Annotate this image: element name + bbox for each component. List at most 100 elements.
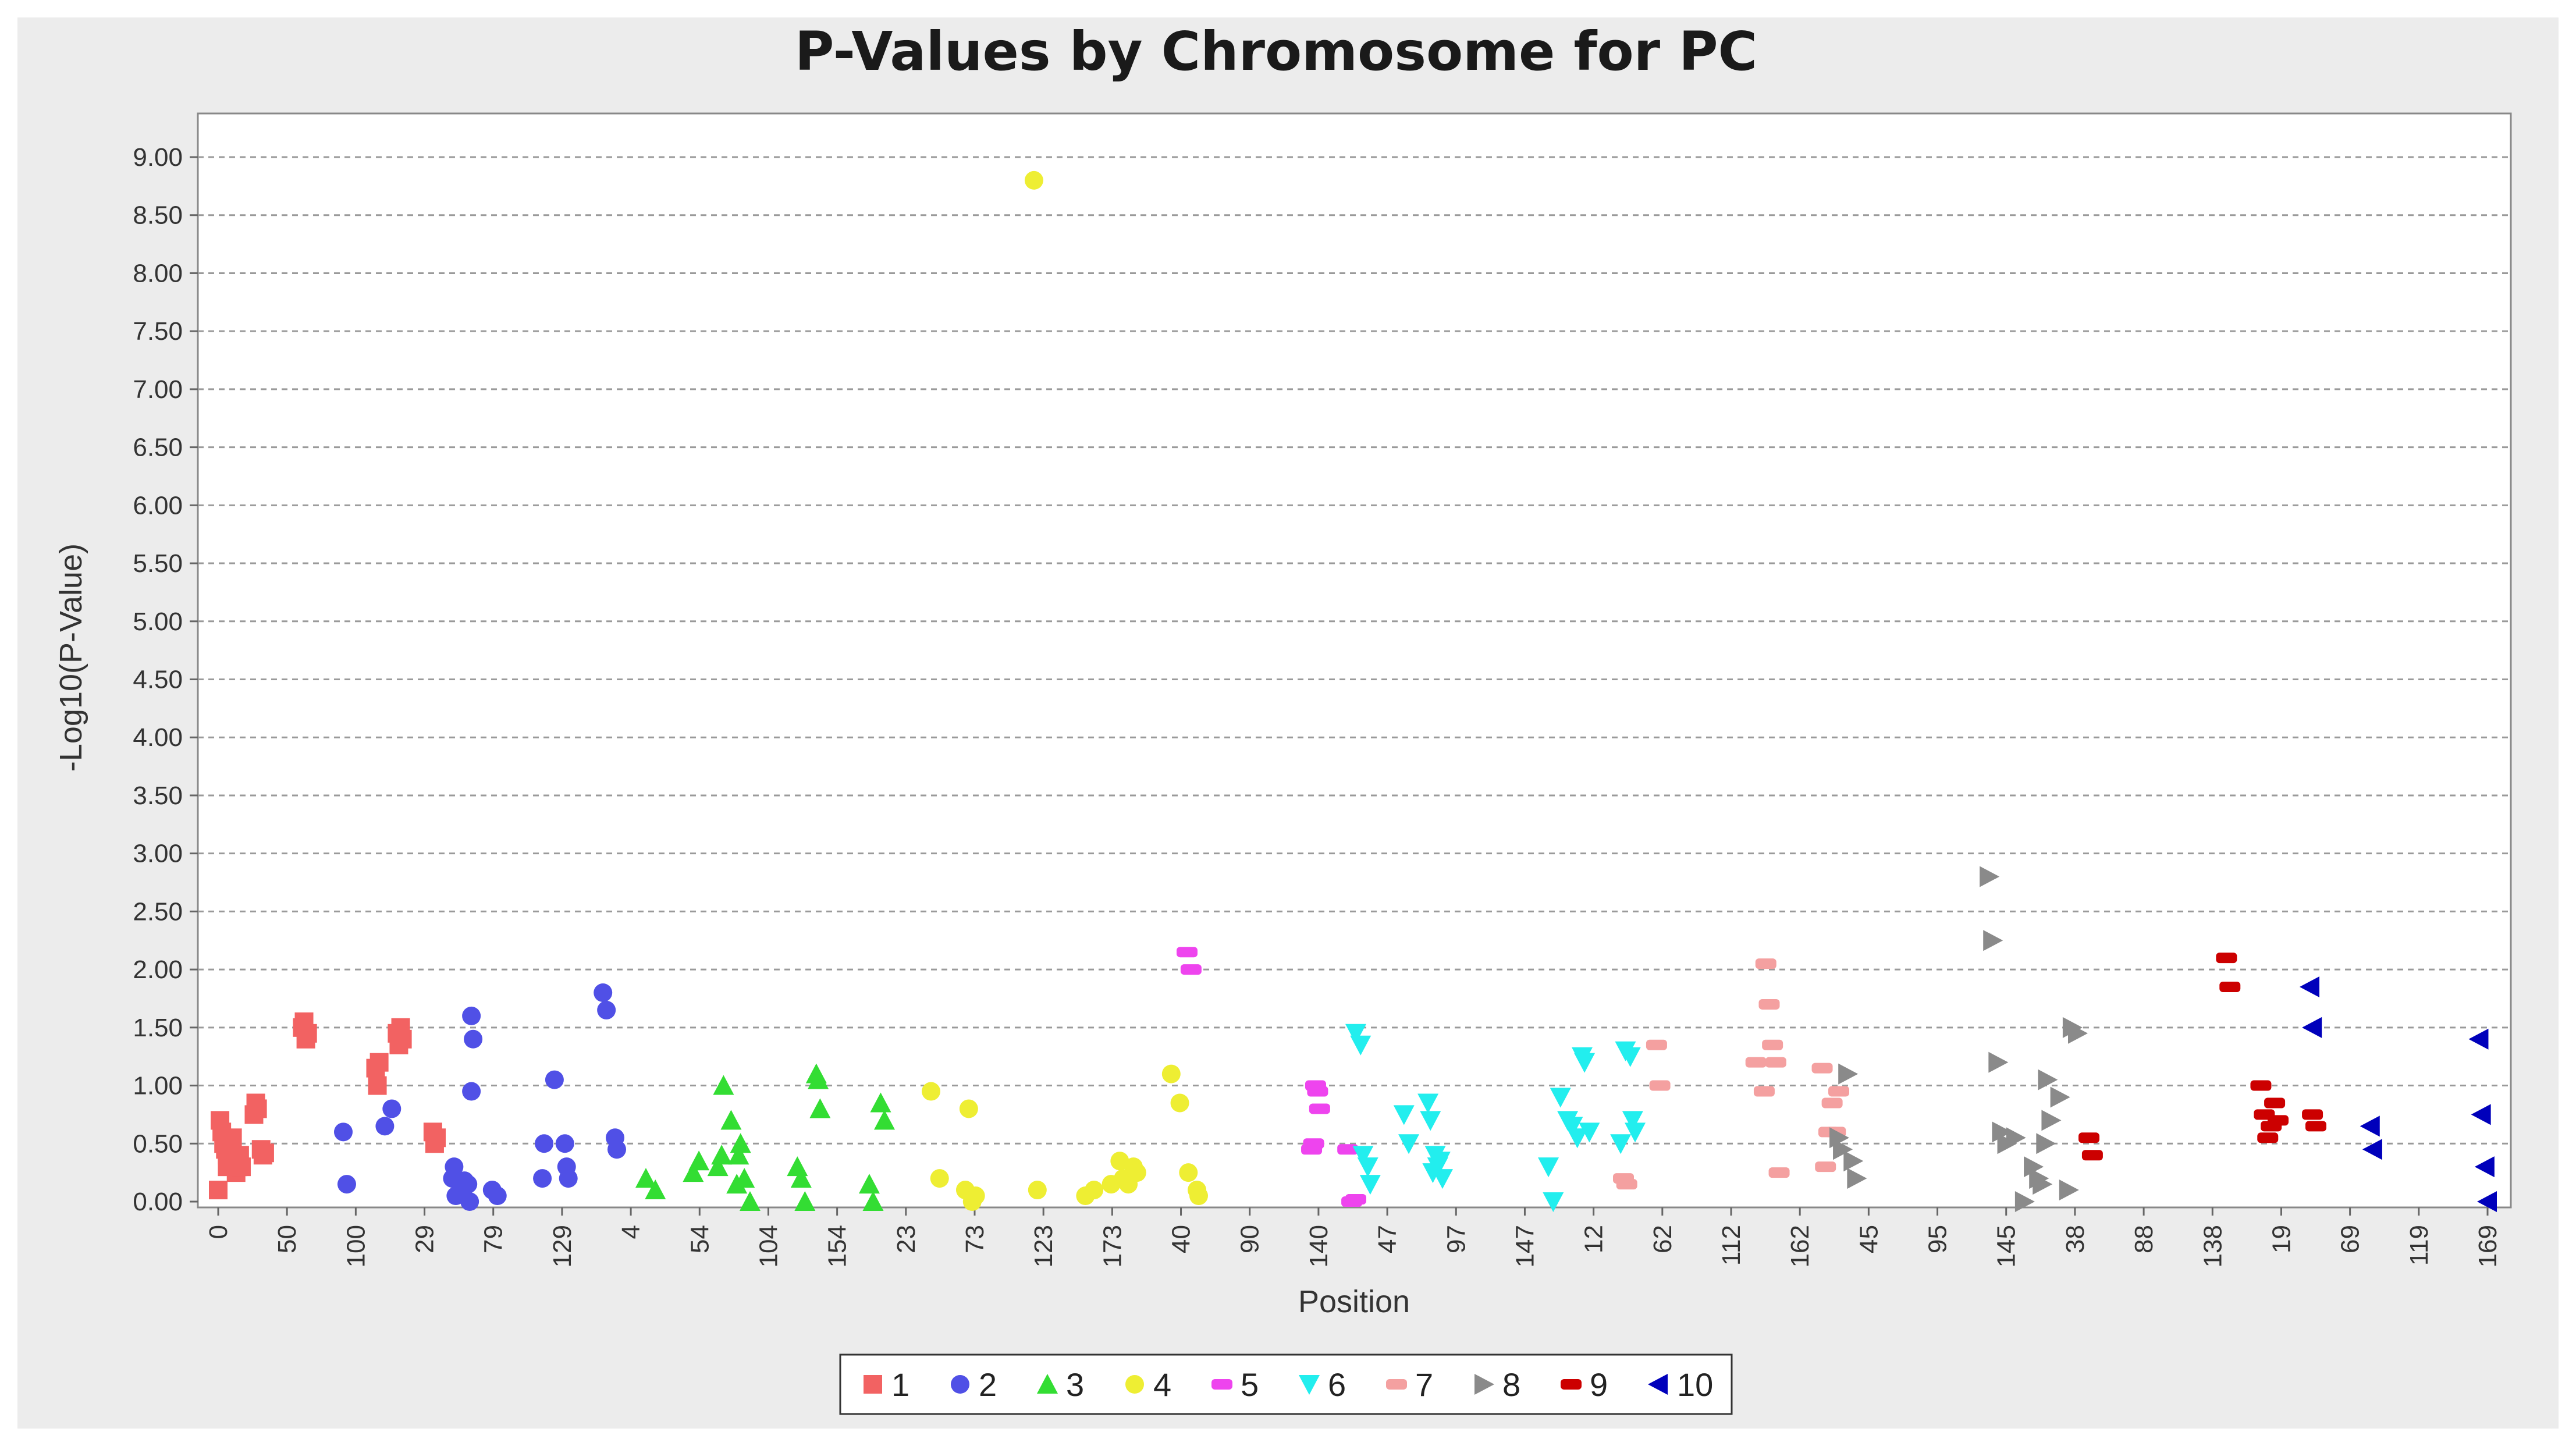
x-tick-label: 47 — [1373, 1225, 1402, 1253]
y-tick-label: 1.50 — [133, 1014, 183, 1042]
data-point — [1359, 1175, 1381, 1195]
data-point — [711, 1145, 733, 1165]
x-tick-label: 112 — [1717, 1225, 1746, 1266]
data-point — [1815, 1161, 1836, 1173]
data-point — [223, 1128, 242, 1147]
x-tick-label: 97 — [1442, 1225, 1470, 1253]
x-tick-label: 0 — [204, 1225, 233, 1239]
data-point — [739, 1191, 761, 1211]
data-point — [635, 1168, 656, 1188]
data-point — [334, 1122, 353, 1142]
y-axis-title: -Log10(P-Value) — [54, 543, 88, 772]
data-point — [713, 1075, 734, 1095]
y-tick-label: 0.50 — [133, 1129, 183, 1158]
data-point — [1189, 1186, 1208, 1206]
data-point — [2050, 1086, 2070, 1108]
data-point — [1758, 999, 1780, 1010]
data-point — [808, 1069, 829, 1089]
x-tick-label: 169 — [2474, 1225, 2502, 1267]
series-chr-8 — [1829, 866, 2088, 1212]
data-point — [1821, 1097, 1843, 1109]
data-point — [255, 1143, 274, 1163]
data-point — [2305, 1121, 2326, 1132]
legend-marker — [1211, 1379, 1232, 1390]
legend-marker — [1299, 1375, 1320, 1395]
legend-marker — [864, 1375, 882, 1394]
legend-item-7: 7 — [1386, 1366, 1433, 1403]
y-tick-label: 7.00 — [133, 375, 183, 404]
x-tick-label: 145 — [1992, 1225, 2021, 1267]
x-tick-label: 147 — [1511, 1225, 1539, 1267]
y-tick-label: 6.00 — [133, 491, 183, 520]
y-tick-label: 4.50 — [133, 666, 183, 694]
data-point — [645, 1179, 666, 1200]
data-point — [488, 1186, 507, 1206]
series-chr-3 — [635, 1063, 895, 1211]
data-point — [1562, 1117, 1583, 1137]
data-point — [1431, 1169, 1453, 1189]
y-tick-label: 3.50 — [133, 781, 183, 810]
legend-item-1: 1 — [864, 1366, 909, 1403]
data-point — [2038, 1069, 2058, 1090]
data-point — [1649, 1080, 1671, 1091]
data-point — [1992, 1121, 2012, 1143]
data-point — [1646, 1039, 1667, 1050]
data-point — [2081, 1150, 2103, 1161]
data-point — [2250, 1080, 2272, 1091]
data-point — [790, 1168, 812, 1188]
data-point — [555, 1134, 574, 1153]
data-point — [1307, 1086, 1328, 1097]
data-point — [1753, 1086, 1775, 1097]
data-point — [1833, 1139, 1853, 1160]
data-point — [2006, 1127, 2026, 1149]
data-point — [1550, 1088, 1571, 1108]
legend-label: 3 — [1066, 1366, 1084, 1403]
legend-marker — [1386, 1379, 1407, 1390]
legend-item-8: 8 — [1474, 1366, 1520, 1403]
data-point — [459, 1175, 478, 1194]
data-point — [2041, 1110, 2062, 1131]
data-point — [2024, 1156, 2044, 1178]
legend-label: 1 — [891, 1366, 909, 1403]
legend-item-9: 9 — [1561, 1366, 1608, 1403]
x-tick-label: 62 — [1648, 1225, 1677, 1253]
series-chr-6 — [1345, 1024, 1646, 1212]
data-point — [2036, 1133, 2056, 1154]
legend-label: 4 — [1153, 1366, 1171, 1403]
data-point — [1543, 1192, 1564, 1212]
data-point — [688, 1150, 710, 1171]
data-point — [1765, 1057, 1786, 1068]
data-point — [1177, 947, 1198, 958]
x-tick-label: 104 — [754, 1225, 783, 1267]
data-point — [870, 1092, 891, 1113]
x-tick-label: 12 — [1580, 1225, 1608, 1253]
data-point — [959, 1099, 978, 1118]
data-point — [707, 1156, 729, 1177]
data-point — [2300, 976, 2319, 998]
data-point — [445, 1157, 464, 1177]
x-tick-label: 100 — [342, 1225, 370, 1267]
data-point — [1420, 1111, 1441, 1131]
data-point — [2078, 1132, 2099, 1143]
x-tick-label: 79 — [479, 1225, 508, 1253]
series-chr-9 — [2078, 953, 2326, 1161]
y-tick-label: 5.00 — [133, 607, 183, 636]
legend-marker — [951, 1375, 969, 1394]
data-point — [2302, 1109, 2323, 1120]
data-point — [930, 1169, 949, 1188]
data-point — [2477, 1191, 2497, 1212]
y-tick-label: 8.00 — [133, 259, 183, 287]
y-tick-label: 5.50 — [133, 549, 183, 578]
data-point — [1619, 1047, 1641, 1067]
y-tick-label: 4.00 — [133, 723, 183, 752]
data-point — [862, 1191, 884, 1211]
data-point — [966, 1186, 985, 1206]
chart-panel: P-Values by Chromosome for PC 0.00 0.50 1.… — [17, 17, 2559, 1429]
y-tick-label: 8.50 — [133, 201, 183, 230]
x-tick-label: 45 — [1854, 1225, 1883, 1253]
data-point — [1350, 1035, 1372, 1056]
data-point — [1574, 1053, 1596, 1073]
x-tick-label: 173 — [1098, 1225, 1127, 1267]
data-point — [1345, 1194, 1366, 1205]
data-point — [1429, 1152, 1451, 1172]
